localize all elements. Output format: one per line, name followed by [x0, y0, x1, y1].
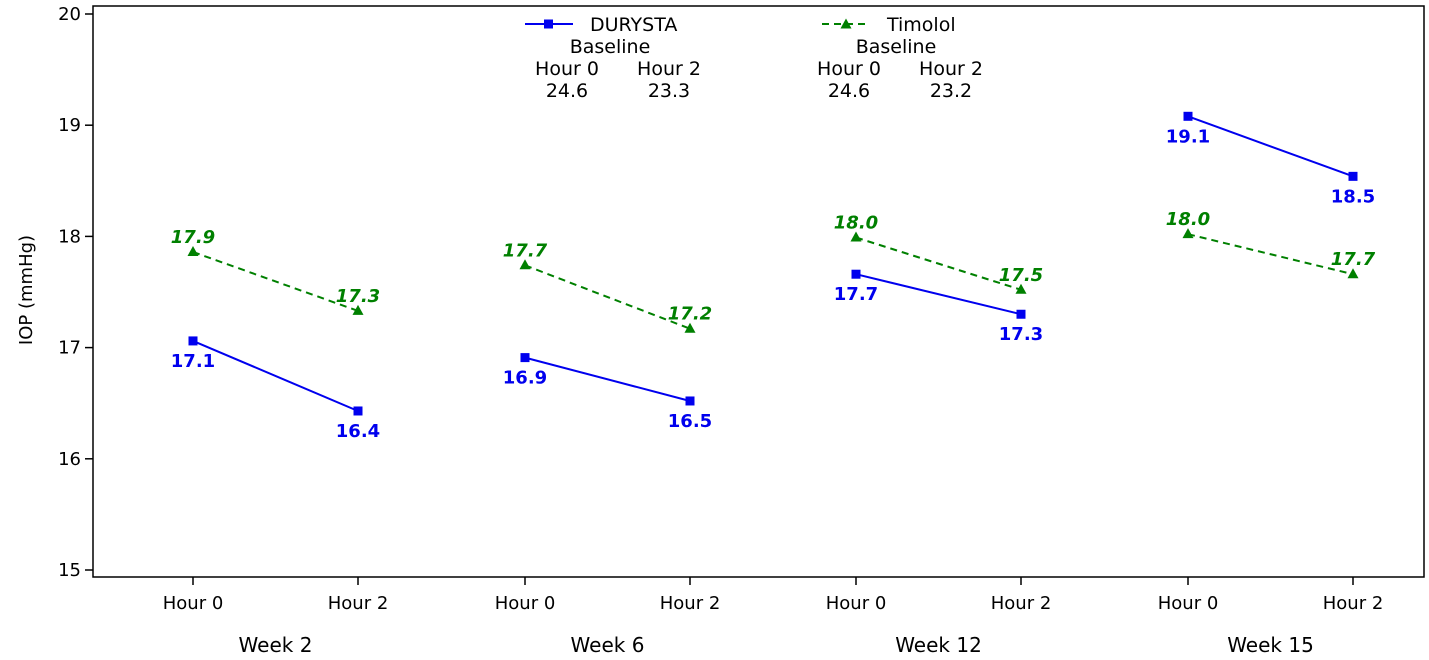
series-line-segment — [192, 340, 359, 412]
data-point-marker — [1183, 111, 1193, 121]
data-point-marker — [685, 396, 695, 406]
data-point-marker — [353, 406, 363, 416]
data-label: 17.5 — [999, 265, 1043, 286]
data-point-marker — [1182, 228, 1194, 239]
x-axis: Hour 0 Hour 2 Week 2 Hour 0 Hour 2 Week 6 Hour… — [163, 577, 1384, 657]
series-line-segment — [524, 264, 691, 330]
data-label: 16.5 — [668, 411, 712, 432]
y-tick-label: 15 — [58, 560, 81, 581]
legend-durysta-hour0-value: 24.6 — [546, 80, 588, 102]
data-label: 17.3 — [336, 286, 380, 307]
data-point-marker — [188, 336, 198, 346]
series-line-segment — [855, 273, 1022, 316]
week-label: Week 2 — [239, 633, 313, 657]
series-timolol: 17.9 17.3 17.7 17.2 18.0 17.5 18.0 17.7 — [171, 209, 1376, 333]
x-tick-label: Hour 0 — [826, 593, 887, 614]
data-point-marker — [1015, 283, 1027, 294]
legend-timolol-hour2-value: 23.2 — [930, 80, 972, 102]
x-tick-label: Hour 2 — [1323, 593, 1384, 614]
week-label: Week 6 — [571, 633, 645, 657]
data-label: 19.1 — [1166, 126, 1210, 147]
data-point-marker — [850, 231, 862, 242]
legend-timolol-hour2-label: Hour 2 — [919, 58, 983, 80]
y-tick-label: 18 — [58, 226, 81, 247]
series-durysta: 17.1 16.4 16.9 16.5 17.7 17.3 19.1 18.5 — [171, 111, 1375, 442]
legend-timolol-baseline: Baseline — [856, 36, 937, 58]
y-axis: 15 16 17 18 19 20 — [58, 4, 93, 581]
data-label: 17.9 — [171, 227, 215, 248]
data-point-marker — [1348, 171, 1358, 181]
data-label: 16.9 — [503, 368, 547, 389]
data-label: 16.4 — [336, 421, 380, 442]
legend-durysta-marker — [544, 19, 553, 29]
data-label: 17.2 — [668, 304, 712, 325]
y-tick-label: 19 — [58, 115, 81, 136]
x-tick-label: Hour 2 — [991, 593, 1052, 614]
legend-durysta-hour2-label: Hour 2 — [637, 58, 701, 80]
legend-durysta-baseline: Baseline — [570, 36, 651, 58]
data-point-marker — [352, 304, 364, 315]
y-tick-label: 17 — [58, 338, 81, 359]
legend-timolol-hour0-value: 24.6 — [828, 80, 870, 102]
data-label: 18.5 — [1331, 186, 1375, 207]
series-line-segment — [1187, 233, 1354, 276]
data-label: 17.1 — [171, 351, 215, 372]
data-point-marker — [684, 322, 696, 333]
series-line-segment — [524, 356, 691, 402]
data-label: 17.7 — [503, 240, 548, 261]
x-tick-label: Hour 0 — [1158, 593, 1219, 614]
series-layer: 17.1 16.4 16.9 16.5 17.7 17.3 19.1 18.5 17.9 17.3… — [171, 111, 1376, 442]
data-label: 17.3 — [999, 324, 1043, 345]
x-tick-label: Hour 2 — [660, 593, 721, 614]
x-tick-label: Hour 0 — [495, 593, 556, 614]
legend: DURYSTA Baseline Hour 0 Hour 2 24.6 23.3… — [525, 14, 983, 102]
x-tick-label: Hour 2 — [328, 593, 389, 614]
week-label: Week 12 — [895, 633, 982, 657]
y-axis-title: IOP (mmHg) — [16, 235, 37, 345]
series-line-segment — [192, 251, 359, 312]
data-point-marker — [851, 269, 861, 279]
data-point-marker — [187, 245, 199, 256]
y-tick-label: 20 — [58, 4, 81, 25]
data-point-marker — [520, 353, 530, 363]
legend-timolol-hour0-label: Hour 0 — [817, 58, 881, 80]
data-point-marker — [519, 259, 531, 270]
data-point-marker — [1347, 268, 1359, 279]
legend-durysta-hour2-value: 23.3 — [648, 80, 690, 102]
legend-timolol-marker — [840, 18, 852, 29]
y-tick-label: 16 — [58, 449, 81, 470]
data-label: 17.7 — [1331, 249, 1376, 270]
legend-durysta-hour0-label: Hour 0 — [535, 58, 599, 80]
series-line-segment — [1187, 115, 1354, 178]
x-tick-label: Hour 0 — [163, 593, 224, 614]
data-label: 18.0 — [834, 213, 878, 234]
data-label: 18.0 — [1166, 209, 1210, 230]
legend-timolol-name: Timolol — [886, 14, 956, 36]
data-label: 17.7 — [834, 284, 878, 305]
week-label: Week 15 — [1227, 633, 1314, 657]
legend-durysta-name: DURYSTA — [590, 14, 677, 36]
series-line-segment — [855, 236, 1022, 291]
data-point-marker — [1016, 309, 1026, 319]
plot-frame — [92, 5, 1425, 578]
